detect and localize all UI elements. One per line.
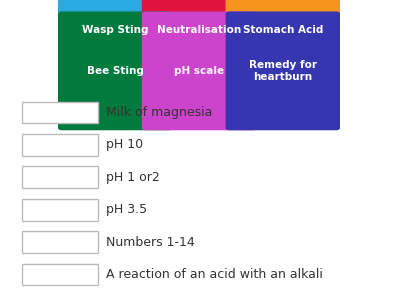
Text: Bee Sting: Bee Sting (87, 66, 144, 76)
Bar (22, 264, 98, 285)
Bar (22, 199, 98, 220)
Text: A reaction of an acid with an alkali: A reaction of an acid with an alkali (106, 268, 323, 281)
Text: pH 1 or2: pH 1 or2 (106, 171, 160, 184)
Bar (22, 134, 98, 156)
FancyBboxPatch shape (58, 0, 172, 89)
Text: pH scale: pH scale (174, 66, 224, 76)
Text: pH 10: pH 10 (106, 138, 143, 152)
Bar (22, 102, 98, 123)
FancyBboxPatch shape (61, 5, 337, 95)
FancyBboxPatch shape (58, 11, 172, 130)
Text: Remedy for
heartburn: Remedy for heartburn (249, 60, 317, 82)
Text: pH 3.5: pH 3.5 (106, 203, 147, 216)
FancyBboxPatch shape (226, 0, 340, 89)
Text: Milk of magnesia: Milk of magnesia (106, 106, 212, 119)
Text: Numbers 1-14: Numbers 1-14 (106, 236, 195, 249)
Text: Stomach Acid: Stomach Acid (243, 25, 323, 34)
Bar (22, 167, 98, 188)
FancyBboxPatch shape (142, 11, 256, 130)
Bar (22, 231, 98, 253)
FancyBboxPatch shape (226, 11, 340, 130)
FancyBboxPatch shape (142, 0, 256, 89)
Text: Neutralisation: Neutralisation (157, 25, 241, 34)
Text: Wasp Sting: Wasp Sting (82, 25, 148, 34)
